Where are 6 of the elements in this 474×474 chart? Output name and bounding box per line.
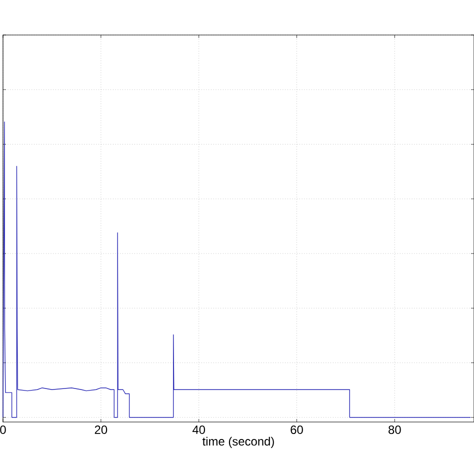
x-tick-label: 0 (0, 426, 6, 434)
x-tick-label: 80 (388, 426, 401, 434)
x-tick-label: 40 (192, 426, 206, 434)
x-tick-label: 20 (94, 426, 108, 434)
x-axis-title: time (second) (202, 436, 274, 448)
x-tick-label: 60 (290, 426, 303, 434)
